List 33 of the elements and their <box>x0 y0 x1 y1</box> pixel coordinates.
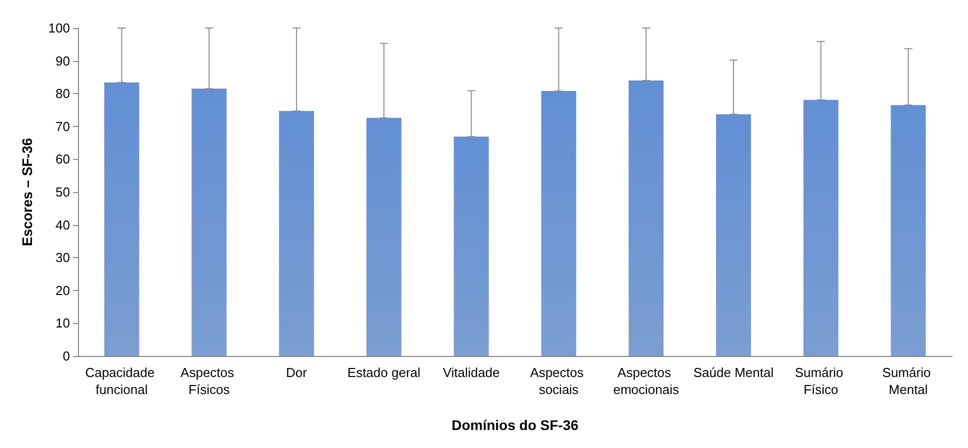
bar <box>454 136 489 356</box>
bar <box>192 88 227 356</box>
y-tick-label: 70 <box>56 118 70 134</box>
bar <box>716 114 751 356</box>
y-tick-label: 100 <box>48 20 70 36</box>
y-tick-label: 10 <box>56 316 70 331</box>
x-tick-label: Dor <box>286 365 308 380</box>
y-axis-title: Escores – SF-36 <box>19 138 35 246</box>
y-tick-label: 50 <box>56 184 70 200</box>
bar <box>890 105 926 356</box>
bar <box>104 82 140 356</box>
x-tick-label: Sumário Mental <box>882 365 934 397</box>
x-tick-label: Vitalidade <box>442 365 500 380</box>
y-tick-label: 30 <box>56 250 70 266</box>
y-tick-label: 20 <box>56 282 70 298</box>
x-tick-label: Aspectos sociais <box>530 365 588 397</box>
bar <box>366 118 402 356</box>
y-tick-label: 40 <box>56 217 70 232</box>
y-tick-label: 60 <box>56 152 70 167</box>
bar <box>628 80 664 356</box>
y-tick-label: 90 <box>56 53 70 68</box>
bar <box>541 90 576 356</box>
x-tick-label: Estado geral <box>347 365 421 380</box>
x-tick-label: Aspectos Físicos <box>180 365 238 397</box>
x-tick-label: Capacidade funcional <box>85 365 158 397</box>
bar <box>279 110 314 356</box>
x-tick-label: Aspectos emocionais <box>613 365 680 397</box>
x-tick-label: Saúde Mental <box>693 365 774 380</box>
x-axis-title: Domínios do SF-36 <box>452 417 579 433</box>
x-tick-label: Sumário Físico <box>794 365 847 397</box>
y-tick-label: 0 <box>62 348 70 364</box>
y-tick-label: 80 <box>56 86 70 102</box>
bar <box>803 100 838 356</box>
